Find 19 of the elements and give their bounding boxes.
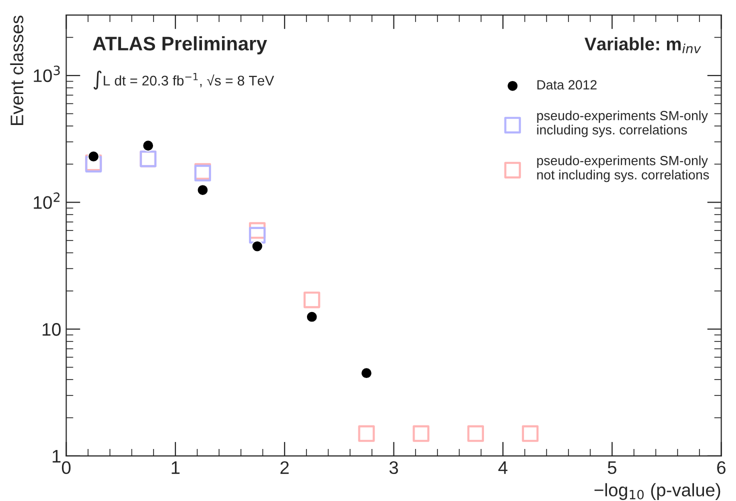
annotation: ∫L dt = 20.3 fb$^{−1}$, √s = 8 TeV (94, 70, 274, 90)
x-tick-label: 4 (498, 461, 508, 474)
annotation: Variable: m$_{inv}$ (584, 37, 702, 54)
y-tick-label: 10$^{2}$ (34, 192, 60, 209)
y-axis-title: Event classes (10, 16, 24, 125)
legend-label: Data 2012 (537, 80, 597, 90)
x-tick-label: 1 (172, 461, 180, 474)
x-tick-label: 3 (389, 461, 398, 474)
x-tick-label: 6 (717, 461, 726, 474)
y-tick-label: 10 (42, 323, 61, 336)
x-axis-title: −log$_{10}$ (p-value) (594, 483, 720, 500)
legend-label: pseudo-experiments SM-only including sys. correlations (537, 110, 708, 138)
y-tick-label: 1 (52, 450, 60, 462)
x-tick-label: 5 (608, 461, 616, 474)
x-tick-label: 2 (280, 461, 289, 474)
legend-label: pseudo-experiments SM-only not including sys. correlations (537, 156, 709, 182)
x-tick-label: 0 (62, 461, 71, 474)
y-tick-label: 10$^{3}$ (34, 66, 60, 82)
annotation: ATLAS Preliminary (92, 36, 268, 54)
